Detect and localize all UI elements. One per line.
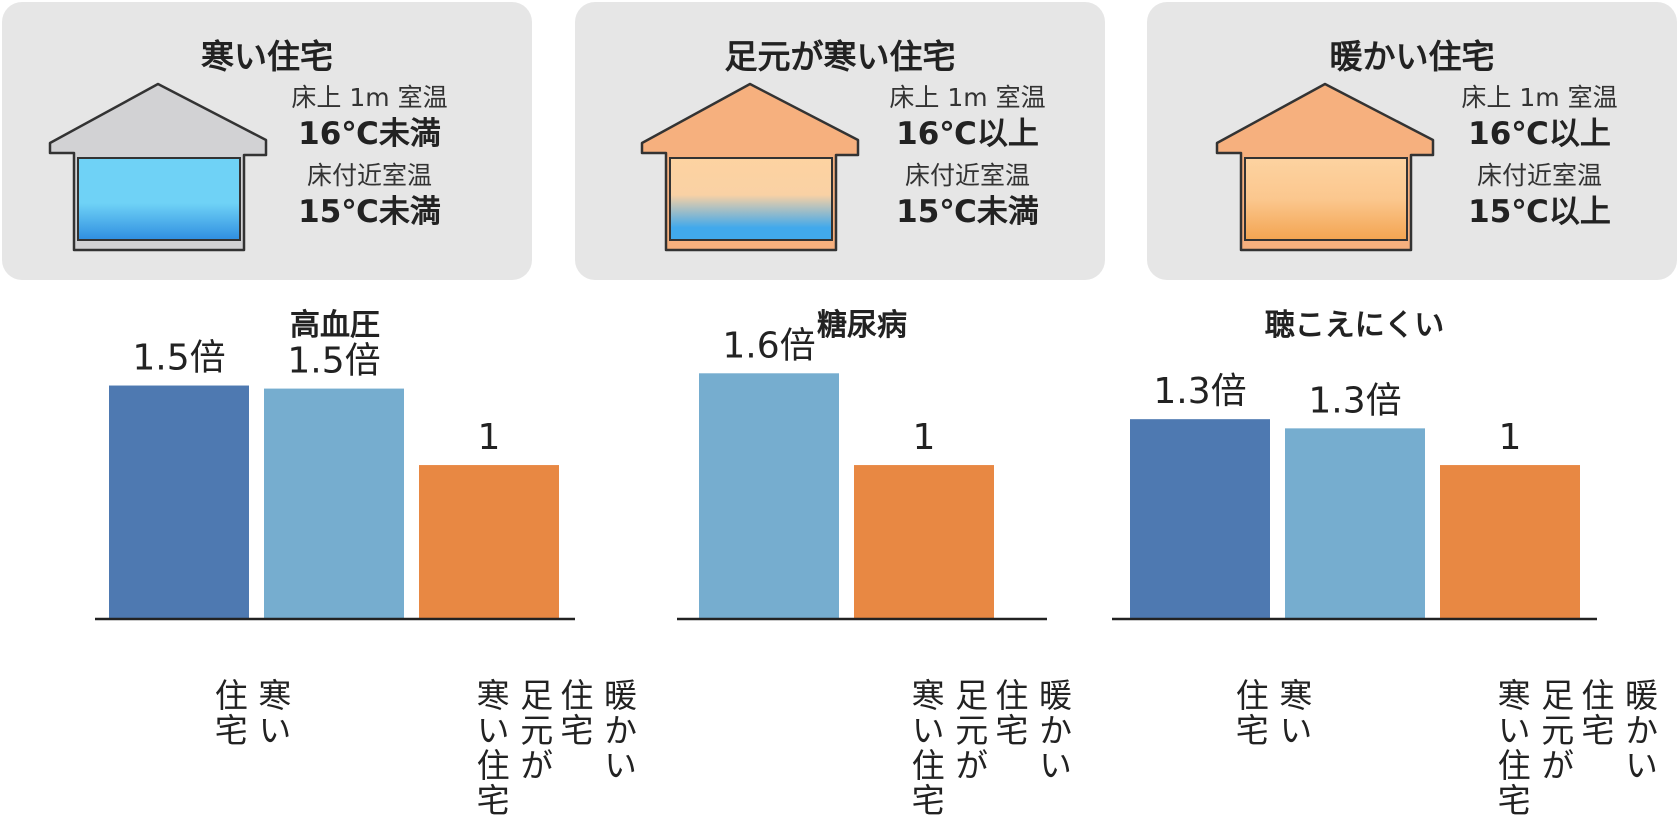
category-label-2: 暖かい 住宅: [1470, 678, 1659, 783]
data-label-0: 1.5倍: [132, 338, 225, 379]
data-label-0: 1.3倍: [1153, 371, 1246, 412]
category-label-line: 足元が: [1535, 678, 1575, 783]
data-label-1: 1: [913, 417, 936, 458]
category-label-line: 住宅: [1575, 678, 1615, 748]
data-label-2: 1: [478, 417, 501, 458]
data-label-1: 1.5倍: [287, 341, 380, 382]
temp2-label: 床付近室温: [306, 161, 432, 190]
category-label-0: 寒い 住宅: [1160, 678, 1313, 748]
data-label-0: 1.6倍: [722, 325, 815, 366]
chart-title: 糖尿病: [817, 308, 907, 343]
chart-title: 聴こえにくい: [1264, 308, 1445, 343]
chart-plot: 1.5倍 1.5倍 1: [95, 338, 575, 621]
category-label-0: 寒い 住宅: [139, 678, 292, 748]
category-label-line: 住宅: [209, 678, 249, 748]
bar-0: [109, 385, 249, 618]
house-illustration: [48, 82, 268, 252]
temp1-value: 16℃以上: [896, 116, 1039, 152]
data-label-2: 1: [1499, 417, 1522, 458]
bar-0: [699, 373, 839, 618]
category-label-line: 寒い住宅: [906, 678, 946, 818]
house-title: 足元が寒い住宅: [724, 37, 956, 76]
house-illustration: [1215, 82, 1435, 252]
temp1-value: 16℃未満: [298, 116, 441, 152]
category-label-line: 足元が: [514, 678, 554, 783]
bar-2: [1440, 465, 1580, 618]
house-title: 暖かい住宅: [1329, 37, 1495, 76]
category-label-1: 足元が 寒い住宅: [294, 678, 554, 818]
category-label-line: 暖かい: [1619, 678, 1659, 783]
chart-hypertension: 高血圧 1.5倍 1.5倍 1 寒い 住宅 足元が 寒い住宅 暖かい 住宅: [95, 290, 638, 818]
temp2-label: 床付近室温: [904, 161, 1030, 190]
temperature-info: 床上 1m 室温 16℃以上 床付近室温 15℃以上: [1437, 82, 1642, 238]
temperature-info: 床上 1m 室温 16℃以上 床付近室温 15℃未満: [865, 82, 1070, 238]
category-label-line: 住宅: [554, 678, 594, 748]
temp2-value: 15℃以上: [1468, 194, 1611, 230]
bar-1: [854, 465, 994, 618]
category-label-line: 寒い住宅: [1492, 678, 1532, 818]
temp1-label: 床上 1m 室温: [1461, 83, 1618, 112]
temp2-label: 床付近室温: [1476, 161, 1602, 190]
category-label-line: 暖かい: [1033, 678, 1073, 783]
temp2-value: 15℃未満: [896, 194, 1039, 230]
house-title: 寒い住宅: [201, 37, 333, 76]
chart-hearing: 聴こえにくい 1.3倍 1.3倍 1 寒い 住宅 足元が 寒い住宅 暖かい 住宅: [1112, 290, 1659, 818]
house-card-cold: 寒い住宅 床上 1m 室温 16℃未満 床付近室温 15℃未満: [2, 2, 532, 280]
house-card-warm: 暖かい住宅 床上 1m 室温 16℃以上 床付近室温 15℃以上: [1147, 2, 1677, 280]
category-label-line: 足元が: [949, 678, 989, 783]
temp2-value: 15℃未満: [298, 194, 441, 230]
chart-plot: 1.3倍 1.3倍 1: [1112, 371, 1597, 621]
chart-title: 高血圧: [290, 308, 380, 343]
chart-plot: 1.6倍 1: [677, 325, 1047, 621]
category-label-line: 住宅: [989, 678, 1029, 748]
bar-1: [264, 388, 404, 618]
category-label-line: 寒い: [1273, 678, 1313, 748]
bar-0: [1130, 419, 1270, 618]
category-label-line: 住宅: [1230, 678, 1270, 748]
house-illustration: [640, 82, 860, 252]
category-label-line: 寒い住宅: [471, 678, 511, 818]
category-label-1: 足元が 寒い住宅: [1315, 678, 1575, 818]
category-label-1: 暖かい 住宅: [884, 678, 1073, 783]
bar-1: [1285, 428, 1425, 618]
category-label-2: 暖かい 住宅: [449, 678, 638, 783]
temp1-label: 床上 1m 室温: [291, 83, 448, 112]
category-label-0: 足元が 寒い住宅: [729, 678, 989, 818]
category-label-line: 暖かい: [598, 678, 638, 783]
temp1-label: 床上 1m 室温: [889, 83, 1046, 112]
bar-2: [419, 465, 559, 618]
temp1-value: 16℃以上: [1468, 116, 1611, 152]
chart-diabetes: 糖尿病 1.6倍 1 足元が 寒い住宅 暖かい 住宅: [677, 290, 1073, 818]
category-label-line: 寒い: [252, 678, 292, 748]
temperature-info: 床上 1m 室温 16℃未満 床付近室温 15℃未満: [267, 82, 472, 238]
house-card-cold-feet: 足元が寒い住宅 床上 1m 室温 16℃以上 床付近室温 15℃未満: [575, 2, 1105, 280]
data-label-1: 1.3倍: [1308, 380, 1401, 421]
